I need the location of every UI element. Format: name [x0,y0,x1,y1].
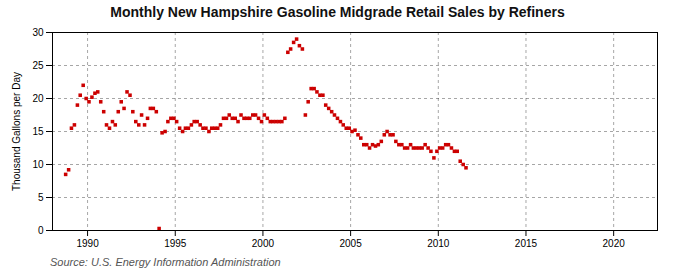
svg-text:Thousand Gallons per Day: Thousand Gallons per Day [11,72,22,191]
svg-text:2000: 2000 [252,238,275,249]
svg-text:30: 30 [32,27,44,38]
svg-text:1995: 1995 [164,238,187,249]
svg-text:20: 20 [32,93,44,104]
svg-text:25: 25 [32,60,44,71]
html-text:Source: U.S. Energy Informatio: Source: U.S. Energy Information Administ… [50,256,281,268]
svg-text:2020: 2020 [603,238,626,249]
svg-text:0: 0 [38,225,44,236]
svg-text:15: 15 [32,126,44,137]
html-text:Monthly New Hampshire Gasoline: Monthly New Hampshire Gasoline Midgrade … [110,4,565,20]
svg-text:1990: 1990 [76,238,99,249]
svg-text:2005: 2005 [339,238,362,249]
svg-text:10: 10 [32,159,44,170]
svg-text:2010: 2010 [427,238,450,249]
svg-text:2015: 2015 [515,238,538,249]
svg-text:5: 5 [38,192,44,203]
